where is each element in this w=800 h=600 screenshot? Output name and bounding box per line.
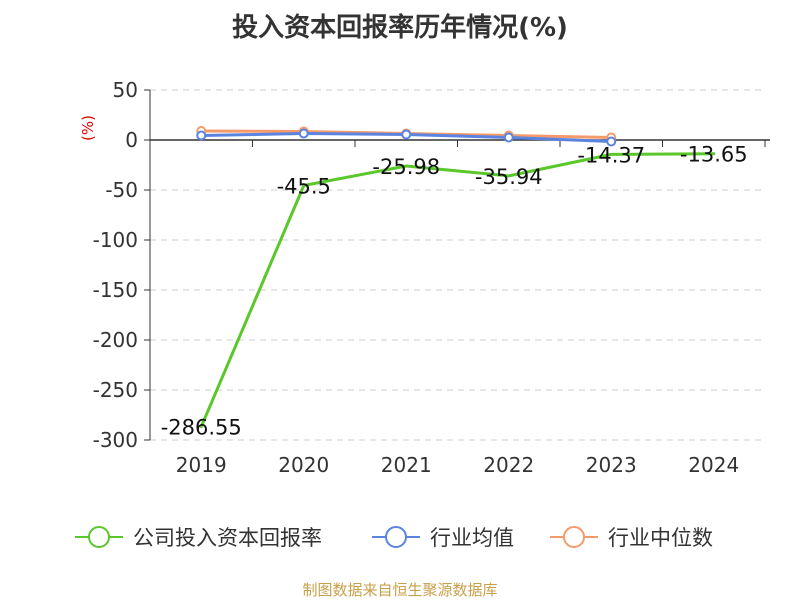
- y-tick-label: -250: [93, 378, 138, 402]
- data-labels: -286.55 -45.5 -25.98 -35.94 -14.37 -13.65: [161, 143, 748, 440]
- series-point: [503, 132, 514, 143]
- data-label: -14.37: [577, 143, 645, 167]
- legend: 公司投入资本回报率 行业均值 行业中位数: [75, 526, 713, 550]
- chart-title: 投入资本回报率历年情况(%): [232, 12, 568, 43]
- y-tick-label: -300: [93, 428, 138, 452]
- source-note: 制图数据来自恒生聚源数据库: [302, 581, 497, 599]
- x-tick-label: 2024: [688, 453, 739, 477]
- data-label: -35.94: [475, 165, 543, 189]
- legend-marker: [563, 526, 585, 548]
- legend-label: 行业均值: [430, 526, 514, 550]
- grid: [150, 89, 765, 441]
- data-label: -45.5: [277, 175, 331, 199]
- x-tick-label: 2020: [278, 453, 329, 477]
- x-tick-label: 2021: [381, 453, 432, 477]
- x-tick-label: 2023: [586, 453, 637, 477]
- legend-label: 行业中位数: [608, 526, 713, 550]
- y-tick-label: -100: [93, 228, 138, 252]
- axes: 50 0 -50 -100 -150 -200 -250 -300 2019 2020 2021 20…: [93, 78, 770, 477]
- series-point: [196, 130, 207, 141]
- data-label: -286.55: [161, 416, 242, 440]
- y-tick-label: 0: [125, 128, 138, 152]
- x-tick-label: 2019: [176, 453, 227, 477]
- legend-marker: [88, 526, 110, 548]
- y-tick-label: -200: [93, 328, 138, 352]
- y-tick-label: -50: [105, 178, 138, 202]
- legend-label: 公司投入资本回报率: [133, 526, 322, 550]
- series-point: [298, 128, 309, 139]
- y-unit-label: (%): [79, 115, 97, 141]
- series-lines: [196, 126, 716, 429]
- data-label: -13.65: [680, 143, 748, 167]
- y-tick-label: -150: [93, 278, 138, 302]
- x-tick-label: 2022: [483, 453, 534, 477]
- series-point: [401, 129, 412, 140]
- series-point: [606, 136, 617, 147]
- series-line: [199, 152, 716, 429]
- y-tick-label: 50: [113, 78, 138, 102]
- data-label: -25.98: [372, 155, 440, 179]
- legend-marker: [385, 526, 407, 548]
